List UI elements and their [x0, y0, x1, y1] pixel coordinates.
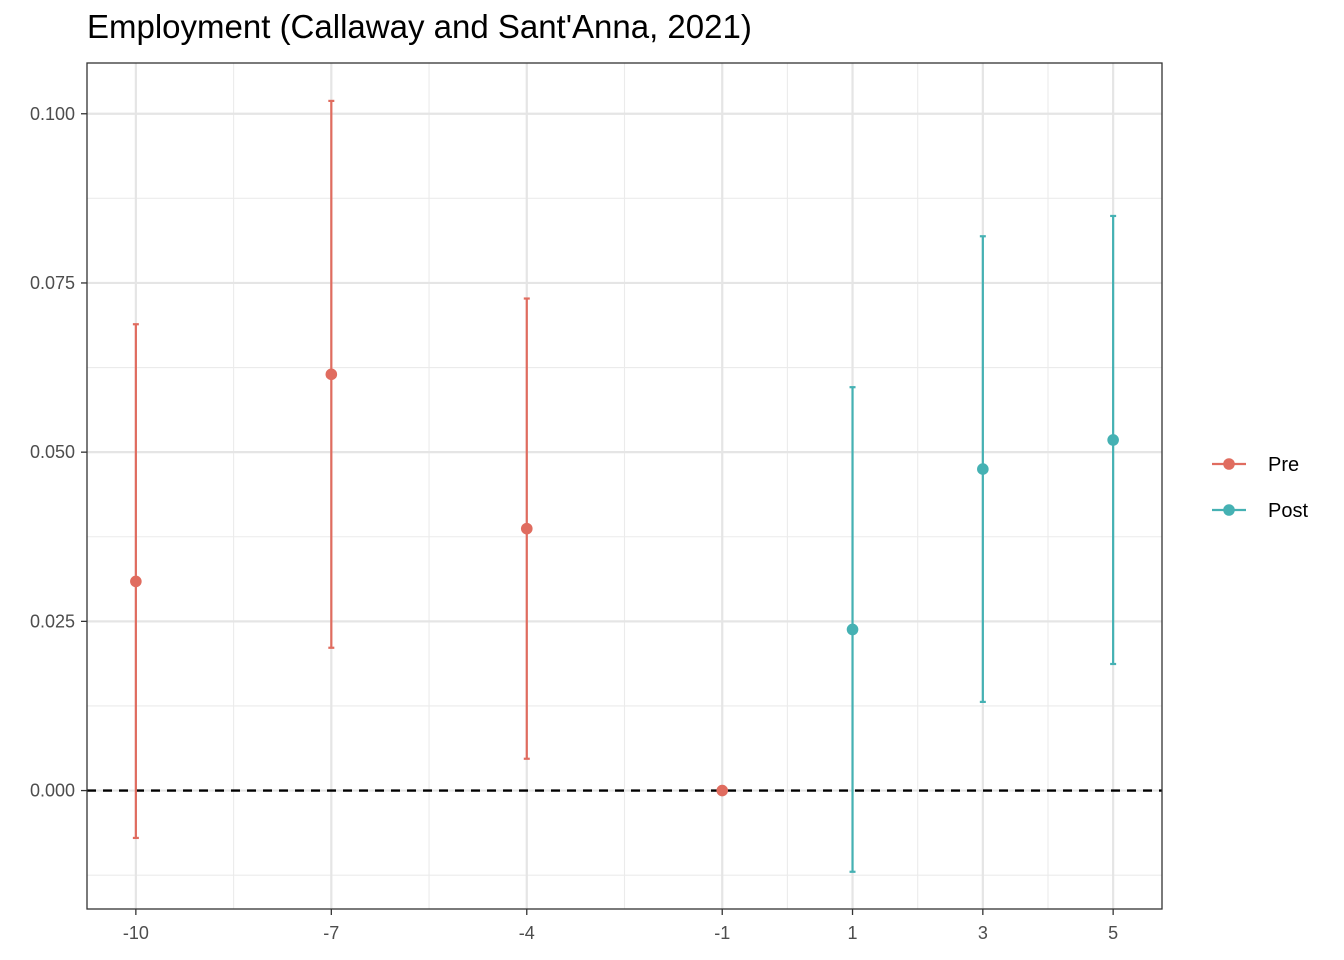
data-marks	[130, 99, 1119, 873]
data-point	[520, 522, 533, 535]
data-point	[325, 368, 338, 381]
y-tick-label: 0.100	[30, 104, 75, 124]
chart-title: Employment (Callaway and Sant'Anna, 2021…	[87, 8, 752, 45]
x-tick-label: -10	[123, 923, 149, 943]
legend: Pre Post	[1212, 454, 1308, 522]
legend-label: Pre	[1268, 454, 1299, 476]
y-axis: 0.000 0.025 0.050 0.075 0.100	[30, 104, 87, 801]
legend-item-post: Post	[1212, 500, 1308, 522]
data-point	[130, 575, 142, 588]
legend-label: Post	[1268, 500, 1308, 522]
y-tick-label: 0.025	[30, 611, 75, 631]
x-tick-label: 5	[1108, 923, 1118, 943]
x-tick-label: 3	[978, 923, 988, 943]
x-tick-label: 1	[848, 923, 858, 943]
legend-key-point	[1223, 504, 1235, 516]
data-point	[716, 784, 729, 797]
y-tick-label: 0.075	[30, 273, 75, 293]
x-tick-label: -7	[323, 923, 339, 943]
data-point	[846, 623, 859, 636]
x-tick-label: -1	[714, 923, 730, 943]
y-tick-label: 0.050	[30, 442, 75, 462]
series-post	[846, 214, 1119, 873]
minor-gridlines	[87, 63, 1162, 909]
y-tick-label: 0.000	[30, 781, 75, 801]
x-axis: -10 -7 -4 -1 1 3 5	[123, 909, 1118, 943]
plot-frame	[86, 62, 1163, 910]
data-point	[1107, 434, 1119, 446]
x-tick-label: -4	[519, 923, 535, 943]
legend-item-pre: Pre	[1212, 454, 1299, 476]
plot-frame-group	[86, 62, 1163, 910]
series-pre	[130, 99, 729, 840]
legend-key-point	[1223, 458, 1235, 470]
data-point	[977, 463, 989, 475]
